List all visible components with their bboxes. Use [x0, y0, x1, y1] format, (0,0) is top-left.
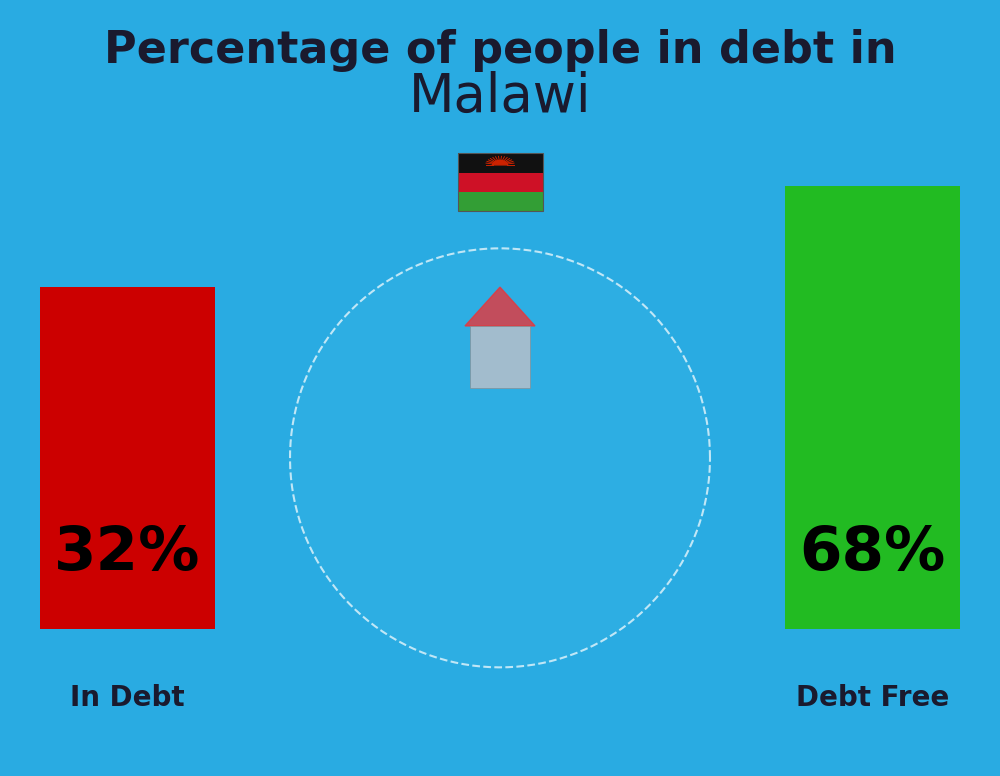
FancyBboxPatch shape: [40, 287, 215, 629]
FancyBboxPatch shape: [785, 186, 960, 629]
Polygon shape: [492, 161, 507, 165]
Text: In Debt: In Debt: [70, 684, 185, 712]
Text: Percentage of people in debt in: Percentage of people in debt in: [104, 29, 896, 72]
Polygon shape: [465, 287, 535, 326]
FancyBboxPatch shape: [458, 172, 542, 192]
Text: 68%: 68%: [799, 524, 946, 583]
Polygon shape: [290, 248, 710, 667]
Text: Debt Free: Debt Free: [796, 684, 949, 712]
FancyBboxPatch shape: [470, 326, 530, 388]
Text: 32%: 32%: [54, 524, 201, 583]
FancyBboxPatch shape: [458, 192, 542, 211]
FancyBboxPatch shape: [458, 154, 542, 172]
Text: Malawi: Malawi: [409, 71, 591, 123]
